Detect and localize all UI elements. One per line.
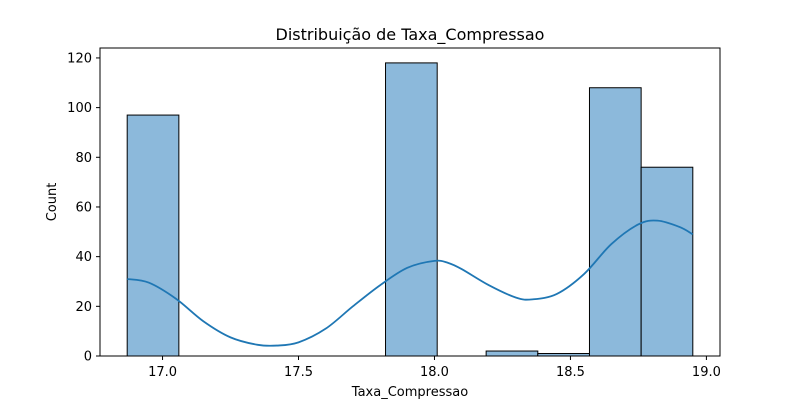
x-axis: 17.0 17.5 18.0 18.5 19.0 <box>148 356 721 380</box>
y-tick-label: 60 <box>75 200 92 215</box>
chart-title: Distribuição de Taxa_Compressao <box>276 25 545 45</box>
x-tick-label: 19.0 <box>692 365 721 380</box>
histogram-bar-5 <box>385 62 438 357</box>
y-tick-label: 120 <box>67 51 92 66</box>
y-tick-label: 40 <box>75 250 92 265</box>
histogram-bar-7 <box>485 350 539 357</box>
y-tick-label: 80 <box>75 151 92 166</box>
kde-line <box>127 219 694 347</box>
x-tick-label: 18.5 <box>556 365 585 380</box>
y-tick-label: 0 <box>84 350 92 365</box>
y-axis: 0 20 40 60 80 100 120 <box>67 51 100 365</box>
histogram-bar-10 <box>640 166 694 357</box>
x-tick-label: 17.0 <box>148 365 177 380</box>
y-tick-label: 20 <box>75 300 92 315</box>
bars-group <box>126 62 694 357</box>
y-tick-label: 100 <box>67 101 92 116</box>
histogram-bar-0 <box>126 114 180 357</box>
x-tick-label: 18.0 <box>420 365 449 380</box>
y-axis-label: Count <box>45 183 60 222</box>
plot-frame <box>99 47 721 357</box>
x-axis-label: Taxa_Compressao <box>351 385 468 400</box>
histogram-bar-9 <box>588 87 642 357</box>
x-tick-label: 17.5 <box>284 365 313 380</box>
